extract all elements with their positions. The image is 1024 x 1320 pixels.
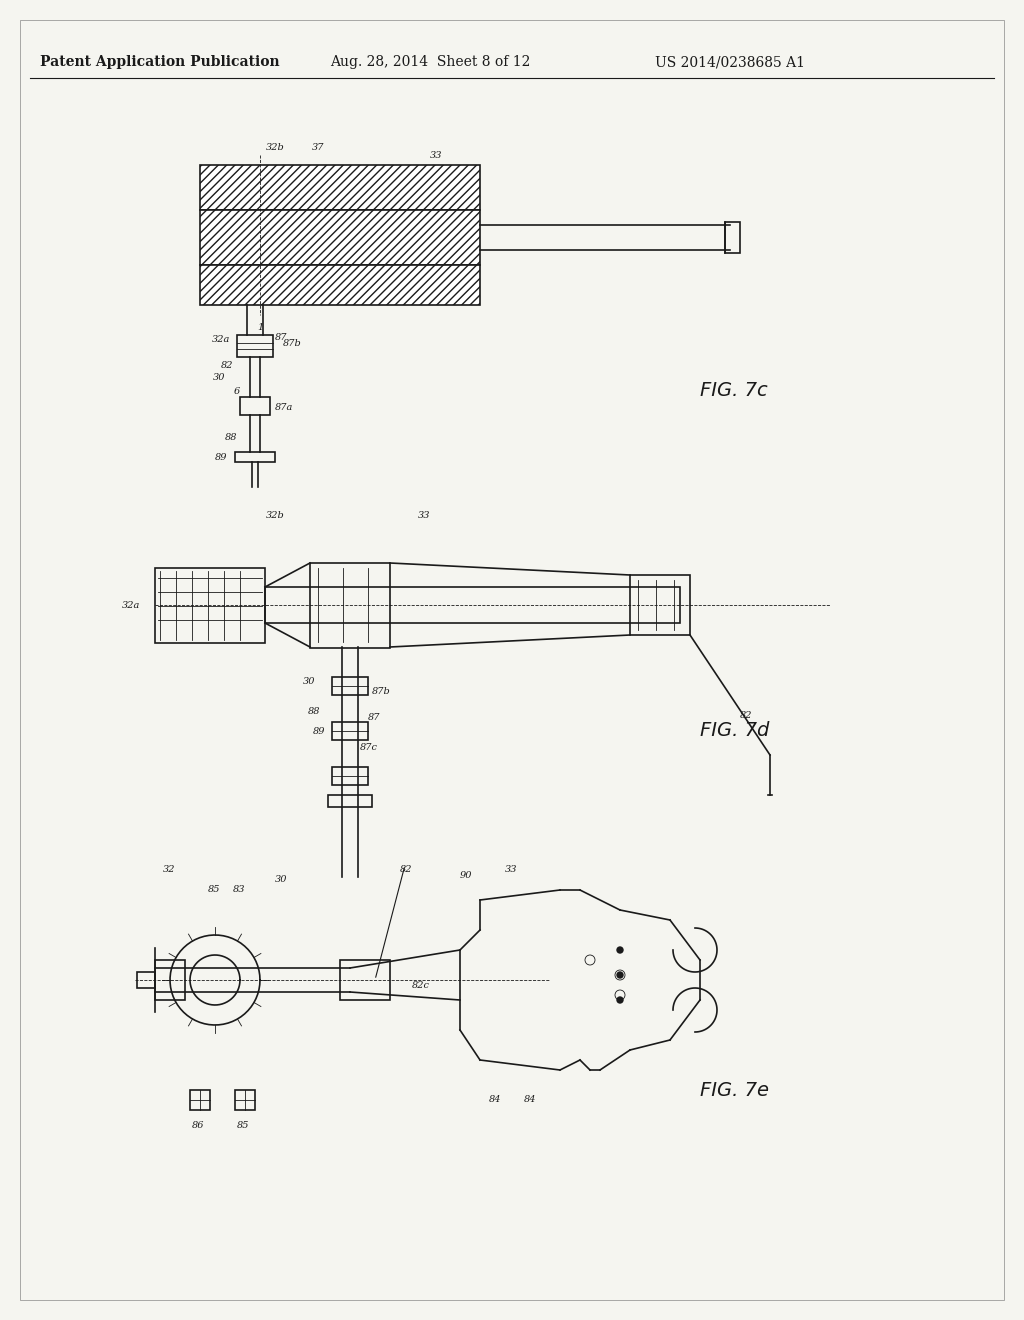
Text: 88: 88 [224,433,237,441]
Bar [155,568,265,643]
Circle shape [617,972,623,978]
Text: 33: 33 [430,150,442,160]
Text: 82: 82 [740,710,753,719]
Text: 87b: 87b [283,338,302,347]
Text: 37: 37 [312,144,325,153]
Bar [200,210,480,265]
Text: 88: 88 [307,708,319,717]
Text: FIG. 7c: FIG. 7c [700,380,768,400]
Text: 1: 1 [257,322,263,331]
Bar [332,677,368,696]
Text: 85: 85 [208,886,220,895]
Text: FIG. 7d: FIG. 7d [700,721,769,739]
Bar [240,397,270,414]
Bar [237,335,273,356]
Text: 32b: 32b [266,511,285,520]
Bar [155,960,185,1001]
Text: 83: 83 [232,886,245,895]
Circle shape [617,946,623,953]
Text: 30: 30 [302,677,315,686]
Bar [332,767,368,785]
Bar [725,222,740,253]
Text: Aug. 28, 2014  Sheet 8 of 12: Aug. 28, 2014 Sheet 8 of 12 [330,55,530,69]
Text: 32a: 32a [122,601,140,610]
Text: 87: 87 [368,713,381,722]
Bar [200,165,480,210]
Text: FIG. 7e: FIG. 7e [700,1081,769,1100]
Text: 33: 33 [418,511,430,520]
Text: 85: 85 [237,1121,249,1130]
Bar [137,972,155,987]
Text: 87a: 87a [275,403,293,412]
Text: 84: 84 [488,1096,502,1105]
Text: 82: 82 [400,866,413,874]
Bar [190,1090,210,1110]
Bar [200,265,480,305]
Text: 6: 6 [233,388,240,396]
Bar [234,451,275,462]
Bar [265,587,680,623]
Text: 30: 30 [275,875,288,884]
Text: 32b: 32b [266,144,285,153]
Bar [630,576,690,635]
Bar [310,564,390,648]
Text: 84: 84 [523,1096,537,1105]
Bar [332,722,368,741]
Bar [328,795,372,807]
Text: 87b: 87b [372,688,391,697]
Text: 89: 89 [312,727,325,737]
Text: 87: 87 [275,333,288,342]
Text: 30: 30 [213,372,225,381]
Circle shape [617,997,623,1003]
Text: 82: 82 [220,360,233,370]
Text: 82c: 82c [412,981,430,990]
Text: 86: 86 [191,1121,204,1130]
Text: Patent Application Publication: Patent Application Publication [40,55,280,69]
Text: US 2014/0238685 A1: US 2014/0238685 A1 [655,55,805,69]
Text: 89: 89 [214,453,227,462]
Text: 32a: 32a [212,335,230,345]
Text: 90: 90 [460,870,472,879]
Text: 87c: 87c [360,742,378,751]
Text: 32: 32 [163,866,175,874]
Bar [234,1090,255,1110]
Text: 33: 33 [505,866,517,874]
Bar [340,960,390,1001]
